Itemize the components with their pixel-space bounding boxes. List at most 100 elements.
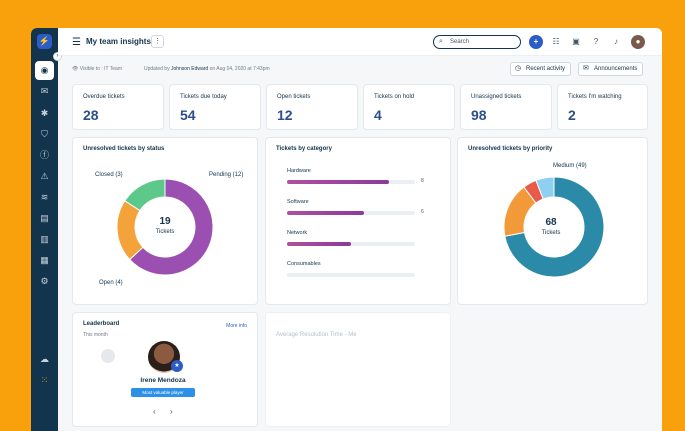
layers-icon[interactable]: ≋ [40,192,49,202]
priority-donut [503,176,605,278]
status-donut [116,178,214,276]
box-icon[interactable]: ▤ [40,213,49,223]
category-bar-track [287,180,415,184]
dashboard-icon[interactable]: ◉ [35,61,54,80]
search-placeholder: Search [450,39,470,45]
status-chart-card: Unresolved tickets by status Closed (3) … [72,137,258,305]
category-label: Software [287,199,309,205]
updated-prefix: Updated by [144,66,170,72]
sidebar: ⚡ › ◉ ✉ ✱ ⛉ ⓕ ⚠ ≋ ▤ ▥ ▦ ⚙ ☁ ⁙ [31,28,62,431]
resolution-card: Average Resolution Time - Me [265,312,451,427]
kpi-label: Tickets on hold [374,94,415,100]
search-input[interactable]: ⌕ Search [433,35,521,49]
collapse-icon[interactable]: › [53,52,62,61]
announcements-button[interactable]: ✉ Announcements [578,62,644,76]
category-bar[interactable] [287,211,364,215]
category-bar-track [287,242,415,246]
page-title: My team insights [86,37,151,46]
kpi-label: Unassigned tickets [471,94,522,100]
apps-icon[interactable]: ⁙ [40,375,49,385]
more-options-button[interactable]: ⋮ [151,35,164,48]
kpi-card-watching[interactable]: Tickets I'm watching 2 [557,84,648,130]
kpi-card-on-hold[interactable]: Tickets on hold 4 [363,84,455,130]
shield-badge-icon: ★ [171,360,183,372]
shield-icon[interactable]: ⛉ [41,129,48,139]
more-info-link[interactable]: More info [226,323,247,329]
search-icon: ⌕ [439,38,443,45]
kpi-label: Overdue tickets [83,94,125,100]
kpi-card-due-today[interactable]: Tickets due today 54 [169,84,261,130]
slice-low[interactable] [535,176,555,200]
updated-text: Updated by Johnson Edward on Aug 04, 202… [144,66,270,72]
kpi-label: Open tickets [277,94,311,100]
book-icon[interactable]: ▥ [40,234,49,244]
open-label: Open (4) [99,280,123,286]
notifications-icon[interactable]: ♪ [614,37,618,46]
category-value: 8 [421,178,424,184]
announcements-label: Announcements [594,66,638,72]
recent-activity-button[interactable]: ◷ Recent activity [510,62,572,76]
chart-title: Unresolved tickets by priority [468,146,553,152]
kpi-value: 2 [568,107,576,123]
kpi-value: 12 [277,107,293,123]
freshservice-logo-icon[interactable]: ⚡ [37,34,52,49]
leaderboard-period: This month [83,332,108,338]
category-label: Consumables [287,261,321,267]
new-button[interactable]: + [529,35,543,49]
category-label: Network [287,230,308,236]
settings-icon[interactable]: ⚙ [40,276,49,286]
kpi-card-unassigned[interactable]: Unassigned tickets 98 [460,84,552,130]
leaderboard-title: Leaderboard [83,321,120,327]
pending-label: Pending (12) [209,172,244,178]
placeholder-avatar [101,349,115,363]
slice-pending[interactable] [128,178,214,276]
help-icon[interactable]: ? [593,37,599,46]
todo-icon[interactable]: ☷ [552,37,560,46]
prev-arrow-icon[interactable]: ‹ [153,407,156,416]
category-chart-card: Tickets by category Hardware 8 Software 6 Ne… [265,137,451,305]
leader-name: Irene Mendoza [140,377,186,384]
chart-title: Tickets by category [276,146,332,152]
visibility-text: 👁 Visible to : IT Team [72,66,122,72]
slice-medium[interactable] [504,176,605,278]
kpi-value: 4 [374,107,382,123]
kpi-label: Tickets due today [180,94,227,100]
category-bar-track [287,211,415,215]
category-bar[interactable] [287,180,390,184]
category-label: Hardware [287,168,311,174]
kpi-card-open[interactable]: Open tickets 12 [266,84,358,130]
category-bar[interactable] [287,242,351,246]
kpi-value: 28 [83,107,99,123]
donut-center-label: Tickets [541,230,561,236]
history-icon: ◷ [515,65,522,72]
alert-icon[interactable]: ⚠ [40,171,49,181]
visible-to-label: Visible to : IT Team [79,66,122,72]
priority-chart-card: Unresolved tickets by priority Medium (4… [457,137,648,305]
tickets-icon[interactable]: ✉ [40,86,49,96]
donut-total: 68 [545,217,557,228]
info-bar: 👁 Visible to : IT Team Updated by Johnso… [58,56,662,82]
donut-total: 19 [159,216,171,227]
app-window: ⚡ › ◉ ✉ ✱ ⛉ ⓕ ⚠ ≋ ▤ ▥ ▦ ⚙ ☁ ⁙ ☰ My team … [31,28,662,431]
slice-closed[interactable] [124,178,166,212]
donut-center-label: Tickets [155,229,175,235]
updated-date: on Aug 04, 2020 at 7:43pm [209,66,270,72]
kpi-card-overdue[interactable]: Overdue tickets 28 [72,84,164,130]
category-bar-track [287,273,415,277]
calendar-icon[interactable]: ▣ [572,37,580,46]
closed-label: Closed (3) [95,172,123,178]
category-value: 6 [421,209,424,215]
menu-icon[interactable]: ☰ [72,37,81,48]
chart-icon[interactable]: ▦ [40,255,49,265]
cloud-icon[interactable]: ☁ [40,354,49,364]
chart-title: Unresolved tickets by status [83,146,165,152]
next-arrow-icon[interactable]: › [170,407,173,416]
bug-icon[interactable]: ✱ [40,108,49,118]
resolution-title: Average Resolution Time - Me [276,332,357,338]
kpi-value: 98 [471,107,487,123]
currency-icon[interactable]: ⓕ [39,150,49,160]
kpi-label: Tickets I'm watching [568,94,622,100]
updated-by: Johnson Edward [170,66,209,72]
avatar[interactable]: ● [631,35,645,49]
mvp-badge: Most valuable player [131,388,195,397]
